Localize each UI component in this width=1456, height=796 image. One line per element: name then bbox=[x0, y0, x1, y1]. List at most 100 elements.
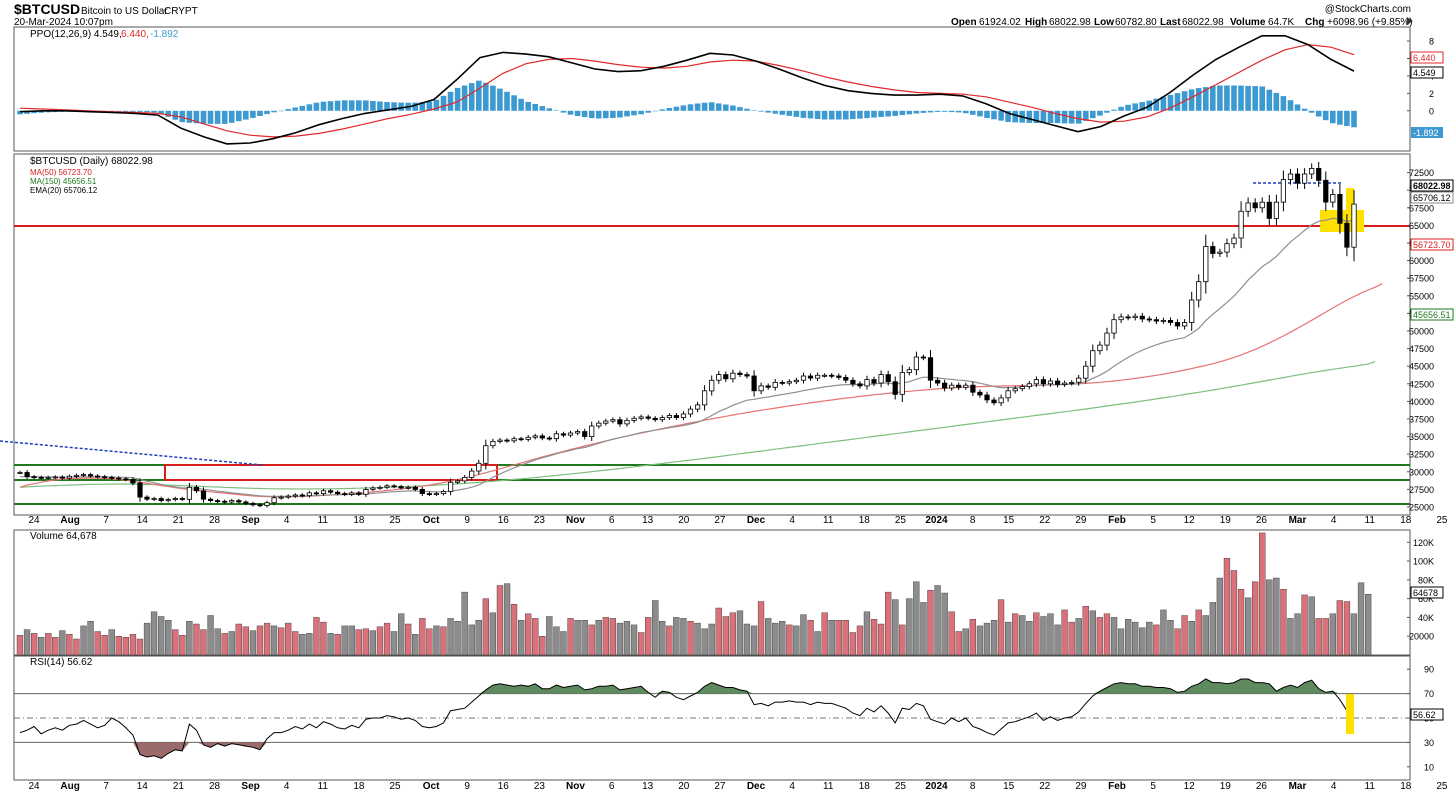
candle-body bbox=[222, 500, 228, 503]
ppo-histogram-bar bbox=[483, 82, 489, 111]
ppo-histogram-bar bbox=[793, 110, 800, 117]
ppo-histogram-bar bbox=[1033, 110, 1040, 123]
volume-bar bbox=[835, 620, 842, 656]
volume-bar bbox=[348, 625, 355, 656]
volume-bar bbox=[772, 622, 779, 656]
candle-body bbox=[1238, 210, 1244, 239]
rsi-axis-tick-label: 90 bbox=[1424, 665, 1434, 675]
volume-bar bbox=[1124, 619, 1132, 656]
candle-body bbox=[582, 431, 588, 437]
volume-bar bbox=[433, 625, 440, 656]
x-axis-label-top: 2024 bbox=[925, 515, 948, 526]
volume-bar bbox=[630, 624, 638, 656]
volume-bar bbox=[1266, 579, 1273, 656]
candle-body bbox=[1167, 319, 1174, 323]
volume-bar bbox=[52, 637, 59, 656]
ppo-histogram-bar bbox=[835, 110, 842, 120]
volume-bar bbox=[228, 631, 235, 656]
ppo-histogram-bar bbox=[1224, 85, 1230, 111]
volume-bar bbox=[1195, 609, 1202, 656]
volume-bar bbox=[80, 625, 87, 656]
volume-bar bbox=[701, 628, 708, 656]
volume-bar bbox=[863, 611, 871, 656]
x-axis-label-top: 4 bbox=[284, 515, 290, 526]
ppo-histogram-bar bbox=[391, 102, 397, 111]
candle-body bbox=[433, 493, 440, 496]
source-label: @StockCharts.com bbox=[1325, 4, 1411, 15]
candle-body bbox=[1217, 251, 1223, 254]
ppo-histogram-bar bbox=[567, 110, 574, 115]
candle-body bbox=[1139, 315, 1145, 320]
price-axis-tick-label: 27500 bbox=[1409, 485, 1434, 495]
ppo-histogram-bar bbox=[1266, 89, 1273, 111]
candle-body bbox=[1118, 316, 1124, 321]
ppo-histogram-bar bbox=[1040, 110, 1047, 123]
candle-body bbox=[137, 482, 143, 498]
ppo-histogram-bar bbox=[200, 110, 207, 124]
candle-body bbox=[497, 439, 503, 442]
x-axis-label-bottom: 13 bbox=[642, 781, 654, 792]
volume-bar bbox=[539, 636, 546, 656]
volume-bar bbox=[983, 622, 991, 656]
ppo-histogram-bar bbox=[1090, 110, 1096, 119]
candle-body bbox=[666, 415, 673, 418]
ppo-histogram-bar bbox=[257, 110, 263, 116]
candle-body bbox=[1196, 281, 1202, 301]
volume-bar bbox=[602, 617, 610, 656]
volume-bar bbox=[518, 620, 525, 656]
volume-bar bbox=[23, 629, 31, 656]
price-panel bbox=[13, 153, 1411, 516]
ppo-axis-tick-label: 0 bbox=[1429, 106, 1434, 116]
volume-axis-tick-label: 100K bbox=[1413, 557, 1434, 567]
ppo-histogram-bar bbox=[730, 105, 736, 111]
volume-bar bbox=[313, 617, 320, 656]
volume-series bbox=[16, 532, 1372, 656]
ppo-histogram-bar bbox=[123, 110, 129, 112]
ppo-line bbox=[19, 35, 1355, 145]
price-axis-tick-label: 37500 bbox=[1409, 415, 1434, 425]
volume-bar bbox=[242, 626, 249, 656]
candle-body bbox=[1033, 379, 1039, 385]
ppo-histogram-bar bbox=[440, 95, 447, 111]
volume-bar bbox=[1117, 628, 1125, 656]
volume-bar bbox=[1294, 613, 1301, 656]
collapse-arrow-icon[interactable] bbox=[1407, 17, 1413, 25]
price-axis-tick-label: 50000 bbox=[1409, 327, 1434, 337]
candle-body bbox=[243, 501, 249, 504]
symbol-title: $BTCUSD bbox=[14, 1, 80, 17]
ppo-histogram-bar bbox=[984, 110, 990, 118]
x-axis-label-top: 22 bbox=[1039, 515, 1051, 526]
ppo-histogram-bar bbox=[334, 100, 341, 111]
ppo-histogram-bar bbox=[970, 110, 976, 115]
candle-body bbox=[116, 477, 122, 480]
volume-bar bbox=[73, 638, 80, 656]
ppo-legend: PPO(12,26,9) 4.549, 6.440, -1.892 bbox=[30, 29, 179, 40]
volume-bar bbox=[1336, 600, 1344, 656]
ppo-histogram-bar bbox=[151, 110, 157, 113]
volume-bar bbox=[278, 627, 285, 656]
volume-bar bbox=[320, 621, 327, 656]
candle-body bbox=[758, 385, 764, 392]
volume-bar bbox=[736, 610, 744, 656]
ppo-histogram-bar bbox=[116, 110, 122, 112]
candle-body bbox=[102, 476, 108, 479]
volume-bar bbox=[659, 621, 666, 656]
volume-axis-tick-label: 60K bbox=[1418, 594, 1434, 604]
x-axis-label-top: 27 bbox=[714, 515, 726, 526]
volume-bar bbox=[1174, 628, 1181, 656]
volume-bar bbox=[16, 635, 24, 656]
volume-bar bbox=[1005, 621, 1012, 656]
ppo-histogram-bar bbox=[426, 101, 433, 111]
x-axis-label-bottom: 8 bbox=[970, 781, 976, 792]
ppo-histogram-bar bbox=[772, 110, 778, 114]
x-axis-label-top: 25 bbox=[1436, 515, 1448, 526]
candle-body bbox=[1174, 322, 1181, 327]
ppo-histogram-bar bbox=[228, 110, 235, 123]
candle-body bbox=[1012, 388, 1018, 392]
volume-bar bbox=[94, 631, 101, 656]
candle-body bbox=[878, 374, 884, 384]
rsi-overbought-fill bbox=[478, 678, 1340, 694]
volume-bar bbox=[165, 620, 172, 656]
ppo-histogram-bar bbox=[1252, 86, 1258, 111]
x-axis-label-top: 7 bbox=[103, 515, 109, 526]
